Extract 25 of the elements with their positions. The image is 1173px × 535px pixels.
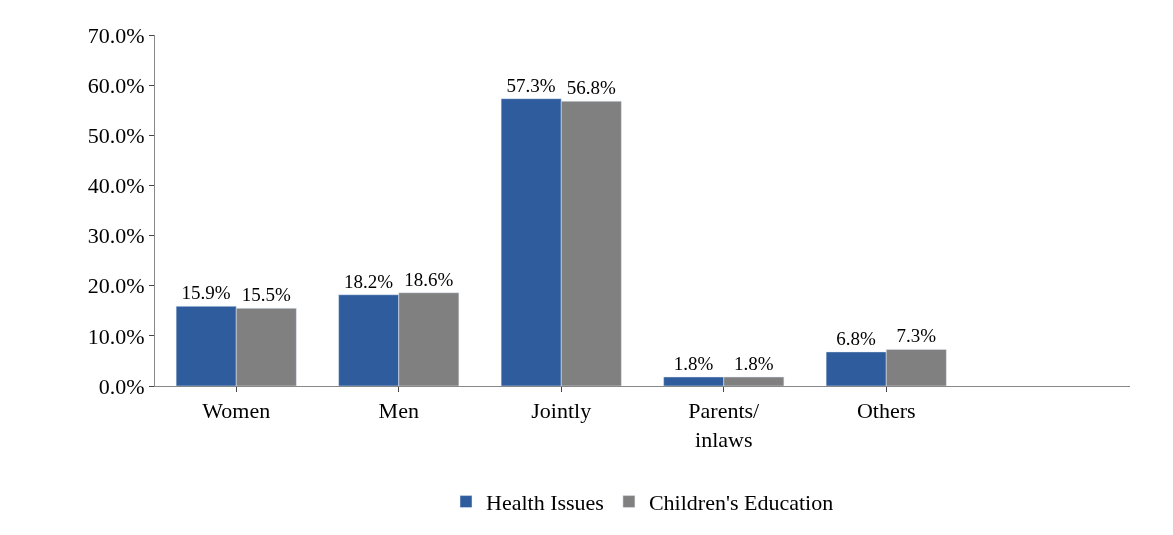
legend-label: Children's Education [648, 490, 834, 516]
data-label: 18.6% [404, 268, 454, 290]
data-label: 1.8% [673, 352, 714, 374]
x-tick-label: Men [378, 398, 419, 424]
data-label: 1.8% [733, 352, 774, 374]
y-tick-label: 30.0% [87, 223, 145, 249]
x-tick-label: Parents/ inlaws [688, 398, 761, 452]
y-tick-label: 50.0% [87, 122, 145, 148]
data-label: 18.2% [344, 270, 394, 292]
data-label: 56.8% [566, 77, 616, 99]
data-label: 57.3% [506, 74, 556, 96]
y-tick-label: 60.0% [87, 72, 145, 98]
y-tick-label: 0.0% [98, 373, 145, 399]
y-tick-label: 70.0% [87, 22, 145, 48]
y-tick-label: 20.0% [87, 273, 145, 299]
data-label: 7.3% [896, 325, 937, 347]
legend-label: Health Issues [486, 490, 604, 516]
data-label: 15.9% [181, 282, 231, 304]
data-label: 6.8% [836, 327, 877, 349]
x-tick-label: Jointly [531, 398, 592, 424]
y-tick-label: 40.0% [87, 173, 145, 199]
x-tick-label: Women [202, 398, 271, 424]
x-tick-label: Others [856, 398, 916, 424]
data-label: 15.5% [241, 284, 291, 306]
y-tick-label: 10.0% [87, 323, 145, 349]
